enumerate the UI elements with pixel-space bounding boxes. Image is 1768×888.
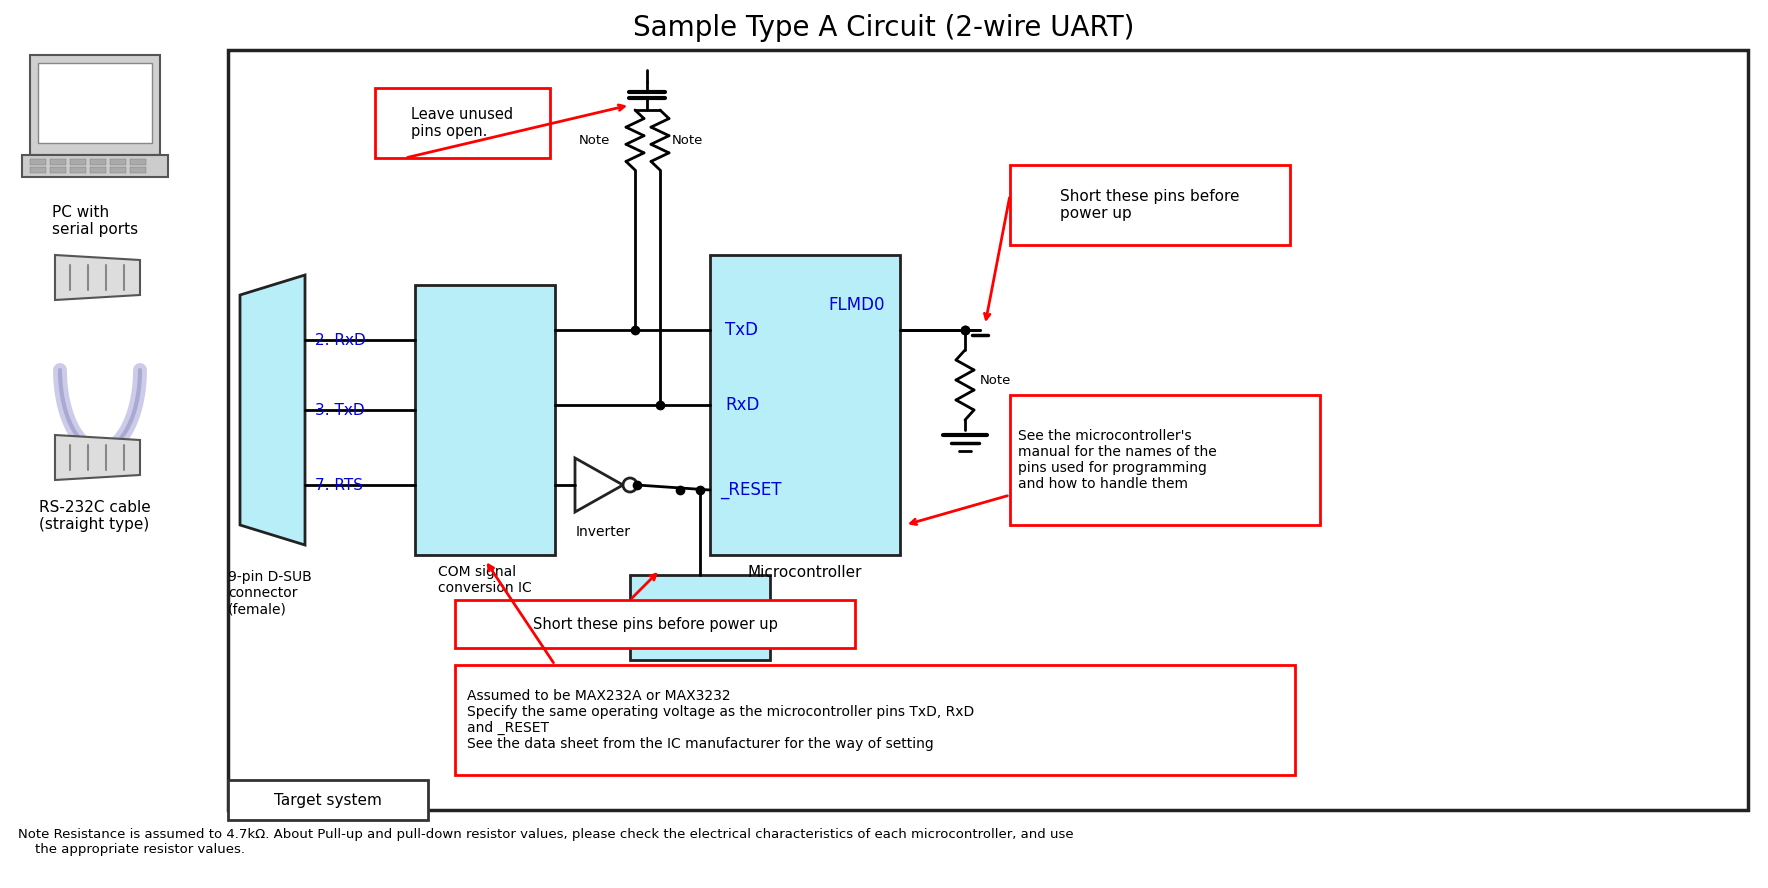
Text: Note: Note xyxy=(578,133,610,147)
Polygon shape xyxy=(240,275,306,545)
Bar xyxy=(50,159,65,165)
Bar xyxy=(110,167,126,173)
Bar xyxy=(71,159,87,165)
Bar xyxy=(228,780,428,820)
Text: Short these pins before power up: Short these pins before power up xyxy=(532,616,778,631)
Text: FLMD0: FLMD0 xyxy=(829,296,886,314)
Text: Short these pins before
power up: Short these pins before power up xyxy=(1061,189,1239,221)
Text: Leave unused
pins open.: Leave unused pins open. xyxy=(410,107,513,139)
Text: 7. RTS: 7. RTS xyxy=(315,478,362,493)
Bar xyxy=(454,600,856,648)
Polygon shape xyxy=(55,435,140,480)
Bar xyxy=(415,285,555,555)
Text: COM signal
conversion IC: COM signal conversion IC xyxy=(438,565,532,595)
Bar xyxy=(30,167,46,173)
Text: Assumed to be MAX232A or MAX3232
Specify the same operating voltage as the micro: Assumed to be MAX232A or MAX3232 Specify… xyxy=(467,688,974,751)
Bar xyxy=(454,665,1294,775)
Bar xyxy=(1010,395,1321,525)
Bar xyxy=(30,55,159,155)
Bar xyxy=(110,159,126,165)
Text: 2. RxD: 2. RxD xyxy=(315,332,366,347)
Bar xyxy=(629,575,771,660)
Text: Inverter: Inverter xyxy=(576,525,631,539)
Text: 3. TxD: 3. TxD xyxy=(315,402,364,417)
Polygon shape xyxy=(55,255,140,300)
Circle shape xyxy=(622,478,636,492)
Bar xyxy=(50,167,65,173)
Bar xyxy=(90,167,106,173)
Bar xyxy=(1010,165,1291,245)
Bar xyxy=(21,155,168,177)
Text: Sample Type A Circuit (2-wire UART): Sample Type A Circuit (2-wire UART) xyxy=(633,14,1135,42)
Text: See the microcontroller's
manual for the names of the
pins used for programming
: See the microcontroller's manual for the… xyxy=(1018,429,1216,491)
Bar xyxy=(90,159,106,165)
Text: Target system: Target system xyxy=(274,792,382,807)
Text: Note: Note xyxy=(979,374,1011,386)
Bar xyxy=(131,159,147,165)
Bar xyxy=(375,88,550,158)
Text: Note: Note xyxy=(672,133,704,147)
Bar xyxy=(30,159,46,165)
Text: Reset circuit: Reset circuit xyxy=(658,610,743,624)
Bar xyxy=(711,255,900,555)
Text: 9-pin D-SUB
connector
(female): 9-pin D-SUB connector (female) xyxy=(228,570,311,616)
Text: RS-232C cable
(straight type): RS-232C cable (straight type) xyxy=(39,500,150,533)
Text: RxD: RxD xyxy=(725,396,760,414)
Text: PC with
serial ports: PC with serial ports xyxy=(51,205,138,237)
Text: _RESET: _RESET xyxy=(720,481,781,499)
Text: TxD: TxD xyxy=(725,321,758,339)
Bar xyxy=(228,50,1749,810)
Text: Note Resistance is assumed to 4.7kΩ. About Pull-up and pull-down resistor values: Note Resistance is assumed to 4.7kΩ. Abo… xyxy=(18,828,1073,856)
Bar xyxy=(37,63,152,143)
Bar xyxy=(131,167,147,173)
Bar xyxy=(71,167,87,173)
Text: Microcontroller: Microcontroller xyxy=(748,565,863,580)
Polygon shape xyxy=(575,458,622,512)
